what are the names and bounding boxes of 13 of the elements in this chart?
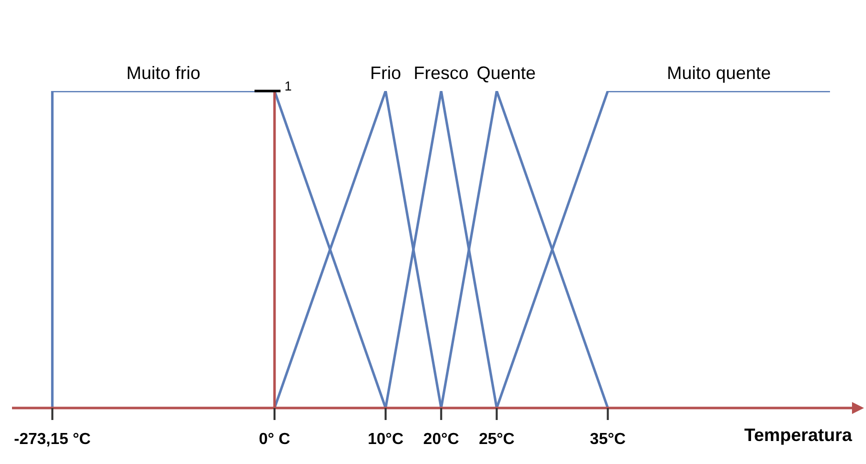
- series-label: Quente: [476, 62, 536, 83]
- x-tick-label: 25°C: [478, 431, 516, 448]
- x-tick-label: -273,15 °C: [14, 431, 92, 448]
- series-label: Fresco: [414, 62, 469, 83]
- x-tick-label: 35°C: [590, 431, 626, 448]
- x-axis-title: Temperatura: [744, 424, 853, 445]
- series-label: Muito quente: [666, 62, 771, 83]
- series-label: Muito frio: [126, 62, 200, 83]
- x-tick-label: 10°C: [368, 431, 404, 448]
- x-tick-label: 20°C: [423, 431, 460, 448]
- annotation: 1: [284, 78, 292, 94]
- series-label: Frio: [370, 62, 402, 83]
- x-tick-label: 0° C: [258, 431, 291, 448]
